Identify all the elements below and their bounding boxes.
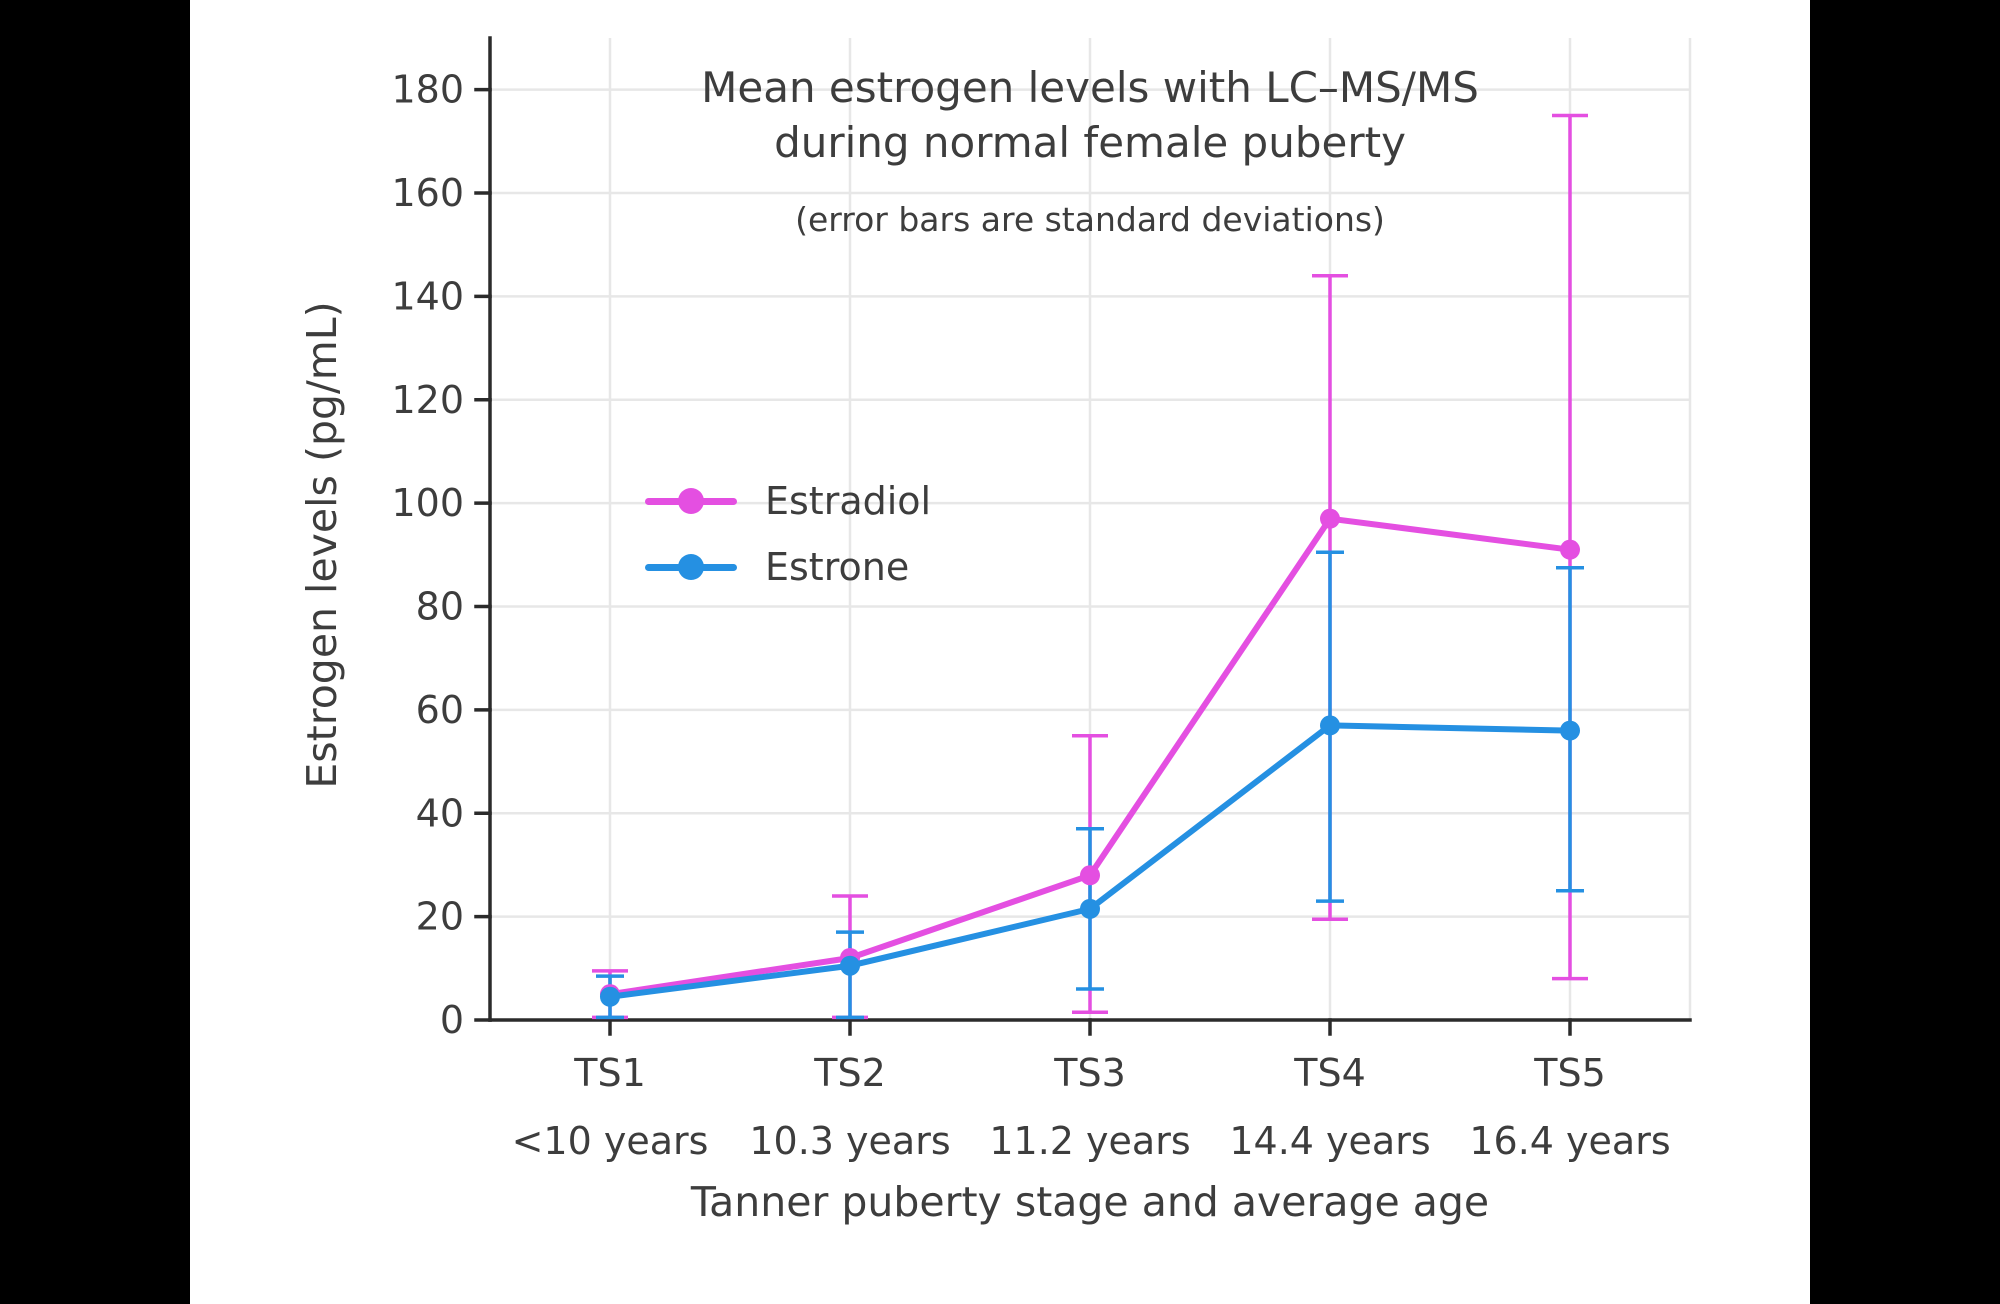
chart-panel: 0 20 40 60 80 100 120 140 160 180 TS1 <10 years TS2 1… — [190, 0, 1810, 1304]
chart-title-line-1: Mean estrogen levels with LC–MS/MS — [701, 63, 1479, 112]
estradiol-marker-dot — [678, 488, 704, 514]
data-point-marker — [1080, 865, 1100, 886]
estrone-series — [600, 715, 1580, 1007]
y-tick-label: 140 — [391, 274, 464, 318]
y-axis-title: Estrogen levels (pg/mL) — [298, 301, 346, 789]
legend-item-estradiol: Estradiol — [645, 468, 931, 534]
x-tick-stage-label: TS5 — [1533, 1051, 1606, 1095]
y-tick-label: 100 — [391, 481, 464, 525]
y-tick-label: 0 — [440, 998, 464, 1042]
x-tick-stage-label: TS1 — [573, 1051, 646, 1095]
estrone-line-swatch — [645, 554, 737, 580]
legend-item-estrone: Estrone — [645, 534, 931, 600]
y-tick-label: 160 — [391, 171, 464, 215]
chart-title: Mean estrogen levels with LC–MS/MS durin… — [490, 60, 1690, 171]
legend: Estradiol Estrone — [645, 468, 931, 600]
data-point-marker — [840, 955, 860, 976]
chart-subtitle: (error bars are standard deviations) — [795, 200, 1385, 239]
x-tick-age-label: 10.3 years — [749, 1119, 950, 1163]
data-point-marker — [1320, 508, 1340, 529]
data-point-marker — [1560, 720, 1580, 741]
chart-title-line-2: during normal female puberty — [774, 118, 1406, 168]
x-tick-age-label: 16.4 years — [1469, 1119, 1670, 1163]
x-tick-stage-label: TS4 — [1293, 1051, 1366, 1095]
y-tick-label: 60 — [416, 688, 464, 732]
legend-label-estradiol: Estradiol — [765, 479, 932, 523]
y-tick-label: 180 — [391, 68, 464, 112]
x-tick-age-label: 11.2 years — [989, 1119, 1190, 1163]
y-tick-label: 40 — [416, 791, 464, 835]
x-tick-age-label: <10 years — [512, 1119, 709, 1163]
y-tick-label: 20 — [416, 895, 464, 939]
axes — [474, 36, 1692, 1036]
x-tick-stage-label: TS2 — [813, 1051, 886, 1095]
y-tick-label: 120 — [391, 378, 464, 422]
tick-labels: 0 20 40 60 80 100 120 140 160 180 TS1 <10 years TS2 1… — [391, 68, 1670, 1163]
estrone-marker-dot — [678, 554, 704, 580]
data-point-marker — [1320, 715, 1340, 736]
x-axis-title: Tanner puberty stage and average age — [690, 1178, 1490, 1226]
data-point-marker — [1080, 898, 1100, 919]
x-tick-age-label: 14.4 years — [1229, 1119, 1430, 1163]
x-tick-stage-label: TS3 — [1053, 1051, 1126, 1095]
legend-label-estrone: Estrone — [765, 545, 910, 589]
estradiol-line-swatch — [645, 488, 737, 514]
data-point-marker — [1560, 539, 1580, 560]
plot-canvas: 0 20 40 60 80 100 120 140 160 180 TS1 <10 years TS2 1… — [391, 36, 1692, 1163]
y-tick-label: 80 — [416, 585, 464, 629]
data-point-marker — [600, 986, 620, 1007]
